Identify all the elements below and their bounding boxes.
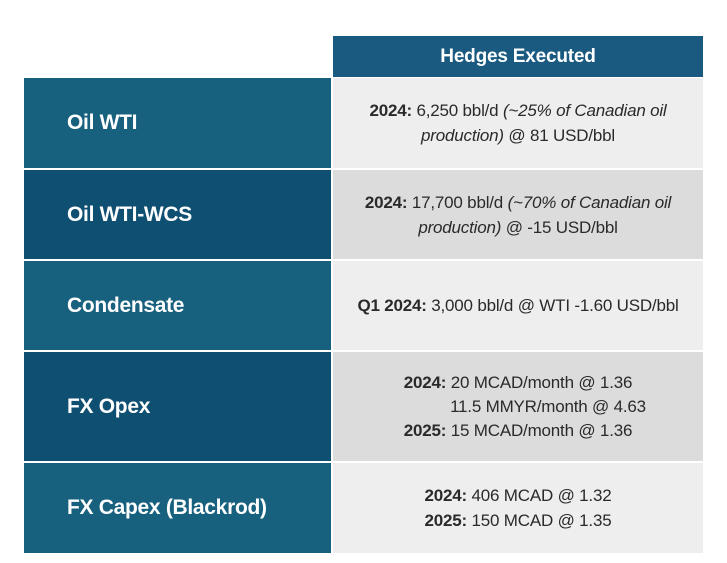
value-year: 2024: [364, 192, 408, 212]
value-text: 6,250 bbl/d [411, 101, 503, 120]
value-note: production) [418, 217, 502, 237]
value-text: 20 MCAD/month @ 1.36 [446, 372, 633, 392]
row-label: FX Capex (Blackrod) [24, 463, 331, 553]
row-value: 2024: 6,250 bbl/d (~25% of Canadian oil … [333, 78, 703, 168]
row-divider [24, 168, 703, 170]
value-line: 11.5 MMYR/month @ 4.63 [390, 395, 646, 419]
row-divider [24, 461, 703, 463]
value-text: 3,000 bbl/d @ WTI -1.60 USD/bbl [426, 296, 679, 315]
value-line: 2024: 17,700 bbl/d (~70% of Canadian oil [365, 190, 671, 215]
value-year: Q1 2024: [357, 296, 427, 315]
row-label: Oil WTI-WCS [24, 170, 331, 259]
value-line: Q1 2024: 3,000 bbl/d @ WTI -1.60 USD/bbl [357, 293, 678, 318]
table-row-fx-opex: FX Opex 2024: 20 MCAD/month @ 1.36 11.5 … [24, 352, 703, 461]
row-value: 2024: 406 MCAD @ 1.32 2025: 150 MCAD @ 1… [333, 463, 703, 553]
value-text: 15 MCAD/month @ 1.36 [446, 420, 633, 440]
value-year: 2025: [424, 511, 468, 530]
value-note: (~25% of Canadian oil [502, 101, 667, 120]
column-divider [331, 170, 333, 259]
table-row-condensate: Condensate Q1 2024: 3,000 bbl/d @ WTI -1… [24, 261, 703, 350]
value-line: 2025: 15 MCAD/month @ 1.36 [403, 419, 633, 443]
row-label: Oil WTI [24, 78, 331, 168]
header-hedges-executed: Hedges Executed [333, 36, 703, 77]
value-year: 2024: [424, 486, 468, 505]
table-row-oil-wti: Oil WTI 2024: 6,250 bbl/d (~25% of Canad… [24, 78, 703, 168]
value-note: (~70% of Canadian oil [507, 192, 672, 212]
table-row-fx-capex: FX Capex (Blackrod) 2024: 406 MCAD @ 1.3… [24, 463, 703, 553]
column-divider [331, 261, 333, 350]
value-line: production) @ 81 USD/bbl [421, 123, 615, 148]
value-line: 2024: 6,250 bbl/d (~25% of Canadian oil [369, 98, 666, 123]
value-text: @ 81 USD/bbl [503, 126, 615, 145]
value-note: production) [421, 126, 504, 145]
column-divider [331, 463, 333, 553]
value-year: 2024: [403, 372, 447, 392]
value-line: 2025: 150 MCAD @ 1.35 [425, 508, 612, 533]
row-label: Condensate [24, 261, 331, 350]
value-text: 150 MCAD @ 1.35 [467, 511, 612, 530]
value-text: 17,700 bbl/d [407, 192, 508, 212]
value-text: @ -15 USD/bbl [501, 217, 618, 237]
value-text: 406 MCAD @ 1.32 [467, 486, 612, 505]
row-divider [24, 350, 703, 352]
row-label: FX Opex [24, 352, 331, 461]
value-line: 2024: 406 MCAD @ 1.32 [425, 483, 612, 508]
value-text: 11.5 MMYR/month @ 4.63 [450, 396, 646, 416]
value-line: production) @ -15 USD/bbl [418, 215, 618, 240]
value-year: 2024: [369, 101, 412, 120]
row-value: Q1 2024: 3,000 bbl/d @ WTI -1.60 USD/bbl [333, 261, 703, 350]
column-divider [331, 78, 333, 168]
row-value: 2024: 17,700 bbl/d (~70% of Canadian oil… [333, 170, 703, 259]
value-year: 2025: [403, 420, 447, 440]
value-line: 2024: 20 MCAD/month @ 1.36 [403, 371, 633, 395]
row-value: 2024: 20 MCAD/month @ 1.36 11.5 MMYR/mon… [333, 352, 703, 461]
table-row-oil-wti-wcs: Oil WTI-WCS 2024: 17,700 bbl/d (~70% of … [24, 170, 703, 259]
row-divider [24, 259, 703, 261]
column-divider [331, 352, 333, 461]
